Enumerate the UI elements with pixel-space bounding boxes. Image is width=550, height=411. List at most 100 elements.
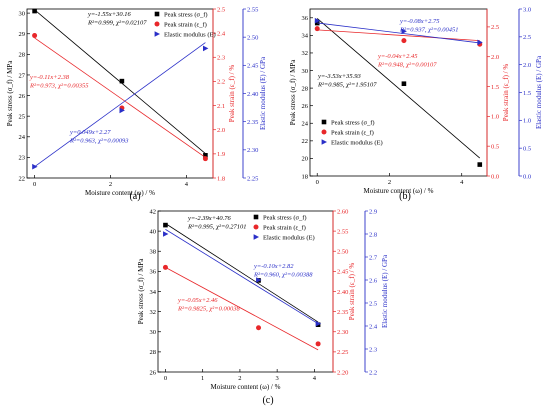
y-right2-tick-label: 2.3 — [369, 346, 377, 353]
x-tick-label: 0 — [33, 181, 36, 188]
y-right2-tick-label: 2.0 — [523, 62, 531, 69]
fit-annotation-modulus: y=-0.10x+2.82 — [253, 263, 294, 270]
fit-line-strain — [165, 266, 319, 351]
y-left-tick-label: 30 — [19, 10, 26, 17]
y-left-tick-label: 18 — [302, 173, 309, 180]
fit-annotation-stress: y=-2.39x+40.76 — [187, 215, 231, 222]
point-stress — [477, 162, 483, 167]
y-left-tick-label: 25 — [19, 113, 26, 120]
y-right1-tick-label: 2.25 — [337, 349, 348, 356]
y-right1-tick-label: 0.5 — [491, 143, 499, 150]
legend-label-modulus: Elastic modulus (E) — [164, 32, 216, 39]
y-right2-tick-label: 2.7 — [369, 254, 378, 261]
y-right2-tick-label: 3.0 — [523, 6, 531, 13]
y-left-tick-label: 36 — [302, 15, 309, 22]
y-right1-tick-label: 1.9 — [217, 151, 225, 158]
fit-annotation-strain: R²=0.9825, χ²=0.00038 — [177, 306, 241, 313]
fit-annotation-stress: R²=0.985, χ²=1.95107 — [317, 82, 377, 89]
y-left-tick-label: 26 — [150, 369, 157, 376]
y-right2-tick-label: 2.5 — [369, 300, 377, 307]
y-right1-tick-label: 2.0 — [491, 54, 499, 61]
fit-annotation-strain: y=-0.04x+2.45 — [377, 53, 418, 60]
point-strain — [162, 264, 168, 270]
y-right1-tick-label: 1.0 — [491, 114, 499, 121]
y-left-tick-label: 30 — [302, 68, 309, 75]
y-left-tick-label: 24 — [19, 134, 26, 141]
legend-label-modulus: Elastic modulus (E) — [331, 140, 383, 147]
y-right2-tick-label: 2.6 — [369, 277, 378, 284]
fit-line-modulus — [34, 42, 206, 168]
y-left-tick-label: 34 — [150, 289, 157, 296]
y-left-tick-label: 28 — [302, 85, 309, 92]
y-right1-tick-label: 2.5 — [217, 6, 225, 13]
fit-annotation-strain: R²=0.948, χ²=0.00107 — [377, 62, 437, 69]
fit-line-stress — [165, 223, 319, 323]
fit-line-modulus — [317, 22, 480, 44]
panel-label: (b) — [399, 191, 411, 202]
point-modulus — [119, 107, 125, 114]
point-modulus — [315, 320, 322, 327]
point-stress — [203, 153, 208, 158]
y-left-tick-label: 30 — [150, 329, 157, 336]
y-left-tick-label: 38 — [150, 249, 157, 256]
legend-label-strain: Peak strain (ε_f) — [263, 225, 306, 232]
x-axis-label: Moisture content (ω) / % — [364, 187, 434, 195]
y-left-tick-label: 42 — [150, 208, 157, 215]
fit-annotation-modulus: y=0.049x+2.27 — [69, 129, 111, 136]
fit-annotation-stress: y=-1.55x+30.16 — [87, 11, 131, 18]
y-right1-axis-label: Peak strain (ε_f) / % — [348, 263, 356, 321]
y-right1-tick-label: 2.40 — [337, 289, 348, 296]
legend-marker-strain — [321, 129, 327, 135]
legend-marker-strain — [154, 21, 160, 27]
panel-label: (a) — [129, 191, 140, 202]
y-right2-tick-label: 1.0 — [523, 118, 531, 125]
y-left-tick-label: 29 — [19, 31, 26, 38]
y-right1-axis-label: Peak strain (ε_f) / % — [228, 65, 236, 123]
y-left-tick-label: 40 — [150, 228, 157, 235]
point-modulus — [163, 231, 169, 237]
legend-label-modulus: Elastic modulus (E) — [263, 235, 315, 242]
legend-marker-modulus — [321, 139, 327, 145]
y-right2-tick-label: 2.25 — [247, 175, 258, 182]
point-strain — [32, 33, 38, 39]
y-left-tick-label: 36 — [150, 269, 157, 276]
y-right2-tick-label: 2.30 — [247, 147, 258, 154]
y-left-tick-label: 32 — [302, 50, 309, 57]
fit-line-strain — [317, 29, 480, 42]
fit-annotation-stress: y=-3.53x+35.93 — [317, 73, 361, 80]
y-right2-tick-label: 2.8 — [369, 231, 377, 238]
point-stress — [163, 222, 168, 228]
point-modulus — [314, 17, 321, 24]
fit-annotation-modulus: R²=0.937, χ²=0.00451 — [399, 27, 459, 34]
point-strain — [202, 156, 208, 162]
x-tick-label: 0 — [164, 375, 167, 382]
point-stress — [401, 81, 407, 87]
point-strain — [256, 325, 262, 331]
x-tick-label: 1 — [201, 375, 204, 382]
y-right1-tick-label: 2.3 — [217, 55, 225, 62]
y-left-tick-label: 22 — [302, 138, 309, 145]
x-axis-label: Moisture content (ω) / % — [85, 189, 155, 197]
fit-annotation-stress: R²=0.999, χ²=0.02107 — [87, 20, 147, 27]
legend-marker-stress — [154, 11, 160, 17]
y-right1-tick-label: 2.30 — [337, 329, 348, 336]
fit-annotation-strain: y=-0.11x+2.38 — [29, 74, 70, 81]
y-right2-axis-label: Elastic modulus (E) / GPa — [259, 56, 267, 130]
y-right1-tick-label: 2.35 — [337, 309, 348, 316]
point-modulus — [401, 28, 407, 35]
y-right1-tick-label: 2.1 — [217, 103, 225, 110]
legend-marker-modulus — [154, 31, 160, 37]
y-right1-tick-label: 2.5 — [491, 24, 499, 31]
y-left-tick-label: 26 — [302, 103, 309, 110]
y-right1-tick-label: 2.2 — [217, 79, 225, 86]
y-right1-tick-label: 2.0 — [217, 127, 225, 134]
point-modulus — [32, 163, 38, 170]
x-tick-label: 4 — [185, 181, 189, 188]
y-right1-tick-label: 2.45 — [337, 269, 348, 276]
y-right1-tick-label: 0.0 — [491, 173, 499, 180]
y-right1-tick-label: 1.5 — [491, 84, 499, 91]
y-right2-tick-label: 2.2 — [369, 369, 377, 376]
